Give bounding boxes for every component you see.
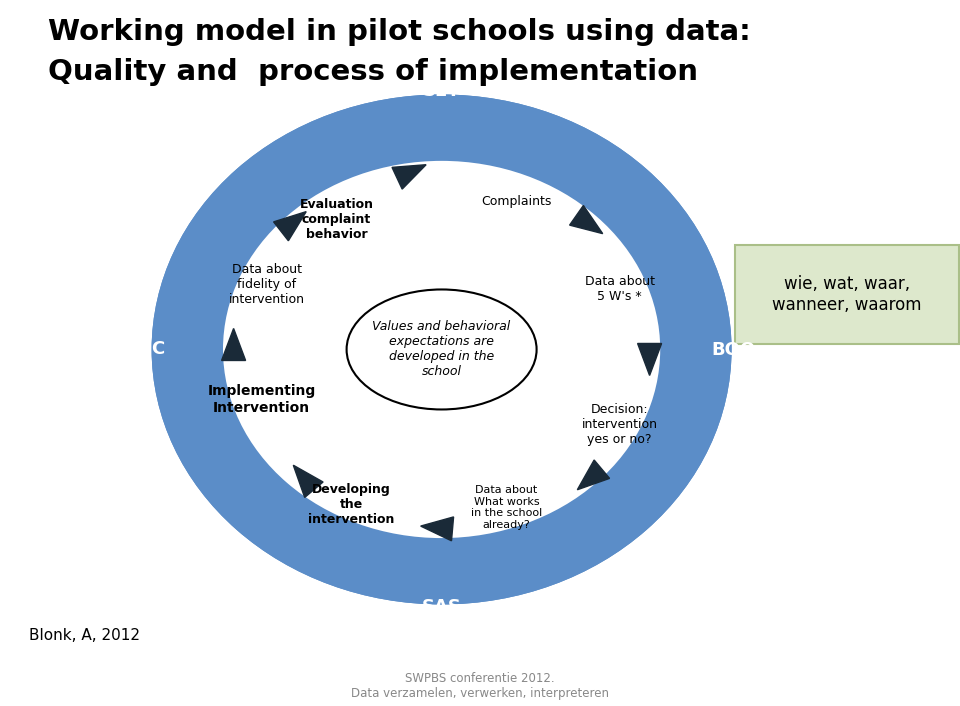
Text: Developing
the
intervention: Developing the intervention	[308, 483, 395, 526]
Ellipse shape	[222, 160, 661, 539]
Text: Data verzamelen, verwerken, interpreteren: Data verzamelen, verwerken, interpretere…	[351, 686, 609, 700]
Text: Data about
5 W's *: Data about 5 W's *	[585, 275, 655, 304]
Polygon shape	[569, 205, 603, 234]
Polygon shape	[222, 328, 246, 361]
Polygon shape	[577, 460, 610, 490]
Text: Quality and  process of implementation: Quality and process of implementation	[48, 58, 698, 86]
Text: TIC: TIC	[133, 340, 166, 359]
Text: wie, wat, waar,
wanneer, waarom: wie, wat, waar, wanneer, waarom	[772, 275, 922, 314]
Text: Evaluation
complaint
behavior: Evaluation complaint behavior	[300, 198, 373, 241]
Ellipse shape	[347, 289, 537, 409]
Ellipse shape	[222, 164, 661, 534]
Text: SAS: SAS	[421, 599, 462, 616]
Polygon shape	[274, 212, 306, 241]
Polygon shape	[637, 344, 661, 376]
Text: Decision:
intervention
yes or no?: Decision: intervention yes or no?	[582, 403, 658, 446]
Text: Implementing
Intervention: Implementing Intervention	[207, 384, 316, 414]
Ellipse shape	[152, 95, 732, 604]
Text: Data about
fidelity of
intervention: Data about fidelity of intervention	[228, 263, 304, 306]
Polygon shape	[294, 465, 324, 498]
Text: Data about
What works
in the school
already?: Data about What works in the school alre…	[471, 485, 542, 530]
Text: Working model in pilot schools using data:: Working model in pilot schools using dat…	[48, 18, 751, 46]
Text: Complaints: Complaints	[481, 195, 552, 208]
Text: Blonk, A, 2012: Blonk, A, 2012	[29, 628, 140, 643]
Ellipse shape	[152, 95, 732, 604]
Ellipse shape	[222, 164, 661, 534]
Text: BOQ: BOQ	[711, 340, 756, 359]
Ellipse shape	[147, 90, 736, 609]
Text: SWPBS conferentie 2012.: SWPBS conferentie 2012.	[405, 671, 555, 685]
Text: Values and behavioral
expectations are
developed in the
school: Values and behavioral expectations are d…	[372, 321, 511, 378]
FancyBboxPatch shape	[734, 245, 959, 344]
Polygon shape	[392, 164, 426, 189]
Polygon shape	[420, 517, 453, 541]
Text: SET: SET	[422, 83, 461, 100]
